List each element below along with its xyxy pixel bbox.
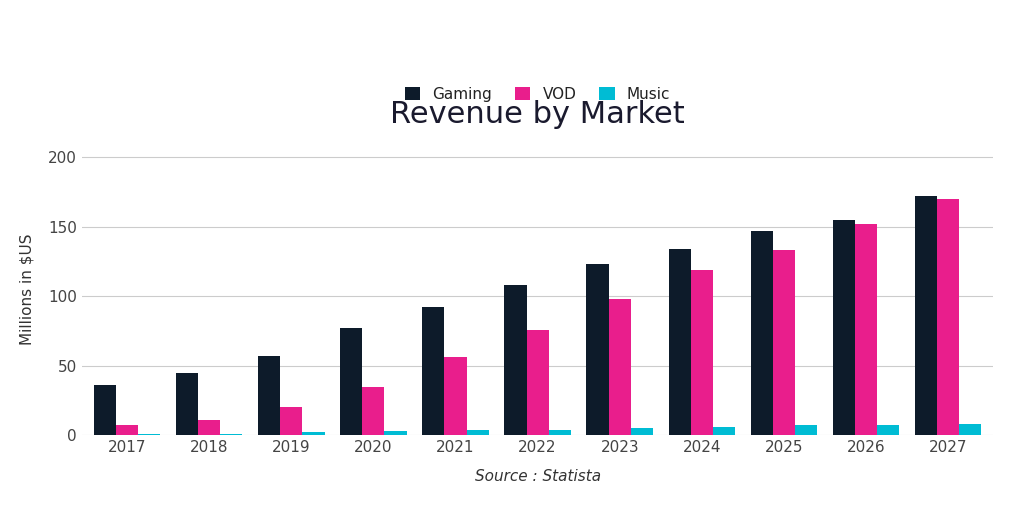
Legend: Gaming, VOD, Music: Gaming, VOD, Music xyxy=(404,87,671,102)
Bar xyxy=(833,220,855,435)
Bar xyxy=(795,425,817,435)
Bar xyxy=(198,420,220,435)
X-axis label: Source : Statista: Source : Statista xyxy=(474,469,601,484)
Bar xyxy=(549,430,570,435)
Bar xyxy=(878,425,899,435)
Title: Revenue by Market: Revenue by Market xyxy=(390,99,685,129)
Bar xyxy=(467,430,488,435)
Bar xyxy=(526,330,549,435)
Bar xyxy=(384,431,407,435)
Bar xyxy=(302,433,325,435)
Bar xyxy=(422,307,444,435)
Bar xyxy=(258,356,281,435)
Bar xyxy=(362,387,384,435)
Bar xyxy=(959,424,981,435)
Bar xyxy=(281,408,302,435)
Bar xyxy=(751,231,773,435)
Bar xyxy=(340,328,362,435)
Bar xyxy=(444,357,467,435)
Bar xyxy=(94,385,116,435)
Bar xyxy=(914,196,937,435)
Bar xyxy=(669,249,691,435)
Bar xyxy=(138,434,161,435)
Bar xyxy=(608,299,631,435)
Bar xyxy=(773,250,795,435)
Bar xyxy=(855,224,878,435)
Bar xyxy=(713,427,735,435)
Y-axis label: Millions in $US: Millions in $US xyxy=(19,233,34,345)
Bar xyxy=(220,434,243,435)
Bar xyxy=(505,285,526,435)
Bar xyxy=(937,199,959,435)
Bar xyxy=(587,264,608,435)
Bar xyxy=(631,428,653,435)
Bar xyxy=(691,270,713,435)
Bar xyxy=(116,425,138,435)
Bar xyxy=(176,373,198,435)
